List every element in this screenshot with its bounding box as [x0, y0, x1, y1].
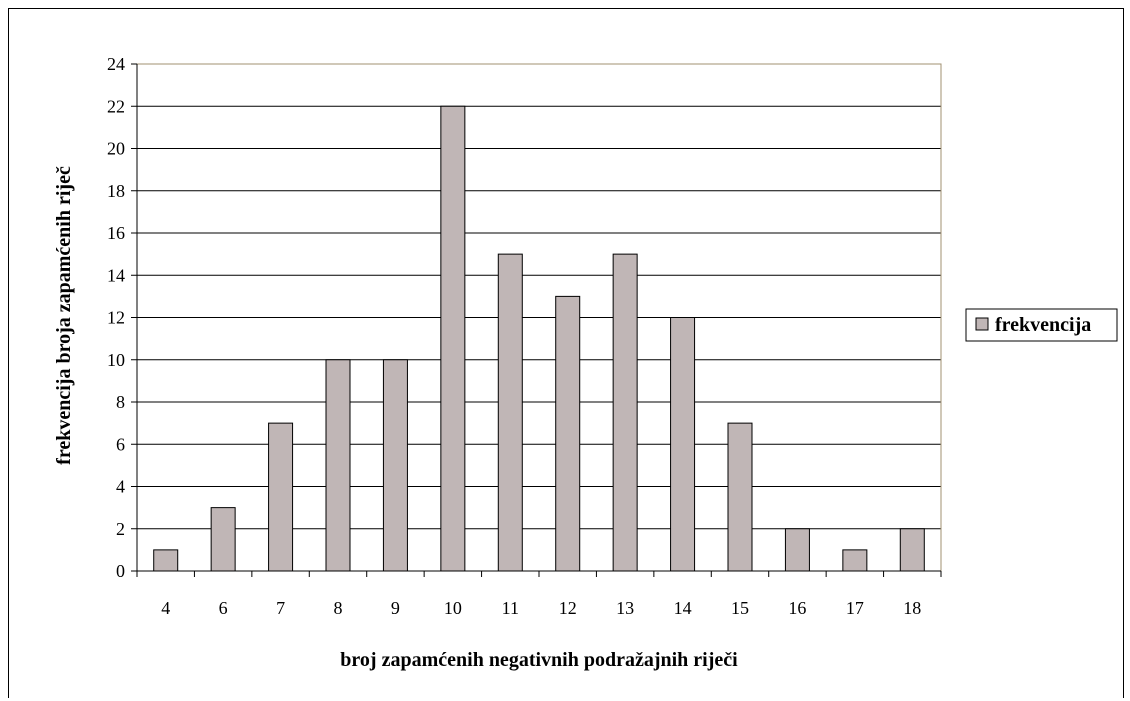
x-tick-label: 8: [334, 598, 343, 618]
x-tick-label: 12: [559, 598, 577, 618]
y-tick-label: 22: [107, 96, 125, 116]
y-tick-label: 24: [107, 54, 125, 74]
bar-9: [382, 359, 408, 572]
x-tick-labels: 4 6 7 8 9 10 11 12 13 14 15 16 17 18: [161, 598, 921, 618]
bar-6: [210, 507, 236, 572]
bar-11: [497, 253, 523, 572]
axes: [131, 63, 942, 577]
y-tick-label: 16: [107, 223, 125, 243]
bar-12: [555, 295, 581, 572]
bar-14: [670, 317, 696, 572]
y-tick-label: 8: [116, 392, 125, 412]
x-tick-label: 6: [219, 598, 228, 618]
bar-13: [612, 253, 638, 572]
x-tick-label: 13: [616, 598, 634, 618]
y-tick-label: 6: [116, 434, 125, 454]
gridlines: [137, 63, 941, 530]
bar-15: [727, 422, 753, 572]
legend-box: [965, 308, 1118, 342]
legend: frekvencija: [965, 308, 1118, 342]
y-tick-label: 18: [107, 181, 125, 201]
x-tick-label: 4: [161, 598, 170, 618]
bar-16: [784, 528, 810, 572]
x-tick-label: 14: [674, 598, 692, 618]
x-tick-label: 10: [444, 598, 462, 618]
y-axis-title: frekvencija broja zapamćenih riječ: [53, 166, 75, 465]
y-tick-label: 4: [116, 477, 125, 497]
bar-18: [899, 528, 925, 572]
x-tick-label: 17: [846, 598, 864, 618]
x-tick-label: 9: [391, 598, 400, 618]
bar-4: [153, 549, 179, 572]
x-tick-label: 16: [788, 598, 806, 618]
y-tick-label: 12: [107, 308, 125, 328]
bar-17: [842, 549, 868, 572]
bar-7: [268, 422, 294, 572]
y-tick-label: 0: [116, 561, 125, 581]
x-axis-title: broj zapamćenih negativnih podražajnih r…: [340, 649, 738, 671]
x-tick-label: 7: [276, 598, 285, 618]
bar-10: [440, 105, 466, 572]
y-tick-label: 2: [116, 519, 125, 539]
y-tick-label: 14: [107, 265, 125, 285]
y-tick-label: 10: [107, 350, 125, 370]
y-tick-label: 20: [107, 139, 125, 159]
legend-label: frekvencija: [995, 314, 1091, 336]
x-tick-label: 15: [731, 598, 749, 618]
x-tick-label: 18: [903, 598, 921, 618]
legend-swatch: [975, 317, 989, 331]
bar-8: [325, 359, 351, 572]
x-tick-label: 11: [502, 598, 519, 618]
chart-frame: [8, 8, 1124, 698]
bars: [153, 105, 925, 572]
